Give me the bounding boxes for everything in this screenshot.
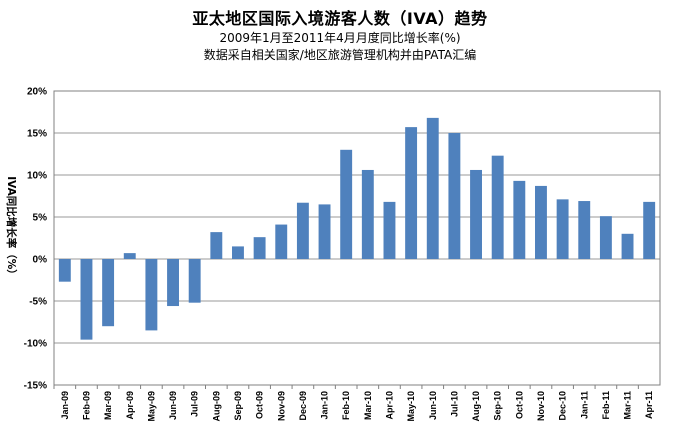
bar xyxy=(318,204,331,259)
bar xyxy=(188,259,201,303)
x-tick-label: Jan-10 xyxy=(320,391,330,420)
chart-title: 亚太地区国际入境游客人数（IVA）趋势 xyxy=(192,9,488,28)
bar xyxy=(58,259,71,282)
bar xyxy=(123,253,136,259)
x-tick-label: Oct-09 xyxy=(255,391,265,419)
x-tick-label: Sep-09 xyxy=(233,391,243,421)
x-tick-label: Mar-10 xyxy=(363,391,373,420)
bar xyxy=(556,199,569,259)
x-tick-label: Oct-10 xyxy=(514,391,524,419)
plot-area-border xyxy=(53,90,661,386)
bar xyxy=(80,259,93,340)
y-tick-label: 15% xyxy=(27,129,47,140)
y-tick-label: 20% xyxy=(27,87,47,98)
x-tick-label: Mar-09 xyxy=(103,391,113,420)
bar xyxy=(340,149,353,259)
y-tick-label: 0% xyxy=(33,255,48,266)
x-tick-label: Jul-10 xyxy=(449,391,459,417)
x-tick-label: Jul-09 xyxy=(190,391,200,417)
bar xyxy=(210,232,223,259)
x-tick-label: Apr-11 xyxy=(644,391,654,419)
x-tick-label: Feb-11 xyxy=(601,391,611,420)
x-tick-label: May-09 xyxy=(146,391,156,422)
bar xyxy=(448,133,461,259)
bar xyxy=(470,169,482,259)
x-tick-label: Nov-10 xyxy=(536,391,546,421)
bar xyxy=(491,155,504,259)
x-tick-label: Feb-10 xyxy=(341,391,351,420)
bar xyxy=(361,169,374,259)
x-tick-label: Mar-11 xyxy=(623,391,633,420)
chart-subtitle-period: 2009年1月至2011年4月月度同比增长率(%) xyxy=(219,31,461,45)
bar xyxy=(578,201,591,259)
y-tick-label: 5% xyxy=(33,213,48,224)
bar xyxy=(621,233,634,259)
x-tick-label: Aug-10 xyxy=(471,391,481,422)
bar xyxy=(513,180,526,259)
bar xyxy=(275,224,288,259)
bar xyxy=(383,201,396,259)
x-tick-label: May-10 xyxy=(406,391,416,422)
y-tick-label: 10% xyxy=(27,171,47,182)
bar xyxy=(253,237,266,259)
bar xyxy=(102,259,115,327)
x-tick-label: Apr-10 xyxy=(384,391,394,420)
bar xyxy=(296,202,309,259)
y-tick-label: -15% xyxy=(24,381,47,392)
x-tick-label: Aug-09 xyxy=(211,391,221,422)
x-tick-label: Sep-10 xyxy=(493,391,503,421)
x-tick-label: Jan-11 xyxy=(579,391,589,419)
x-tick-label: Jun-10 xyxy=(428,391,438,420)
x-tick-label: Jun-09 xyxy=(168,391,178,420)
y-tick-label: -5% xyxy=(29,297,47,308)
bar xyxy=(599,216,612,259)
x-tick-label: Jan-09 xyxy=(60,391,70,420)
bar xyxy=(405,127,418,260)
y-axis-label: IVA同比增长率（%） xyxy=(5,176,18,279)
bar xyxy=(426,117,439,259)
bar xyxy=(535,185,547,259)
x-tick-label: Dec-09 xyxy=(298,391,308,421)
x-tick-label: Apr-09 xyxy=(125,391,135,420)
chart-subtitle-source: 数据采自相关国家/地区旅游管理机构并由PATA汇编 xyxy=(203,48,477,62)
bar xyxy=(145,259,158,331)
y-tick-label: -10% xyxy=(24,339,47,350)
bar xyxy=(643,201,656,259)
bar xyxy=(232,246,244,259)
x-tick-label: Nov-09 xyxy=(276,391,286,421)
x-tick-label: Dec-10 xyxy=(558,391,568,421)
bar xyxy=(167,259,179,307)
x-tick-label: Feb-09 xyxy=(81,391,91,420)
chart-titles: 亚太地区国际入境游客人数（IVA）趋势 2009年1月至2011年4月月度同比增… xyxy=(0,8,680,64)
